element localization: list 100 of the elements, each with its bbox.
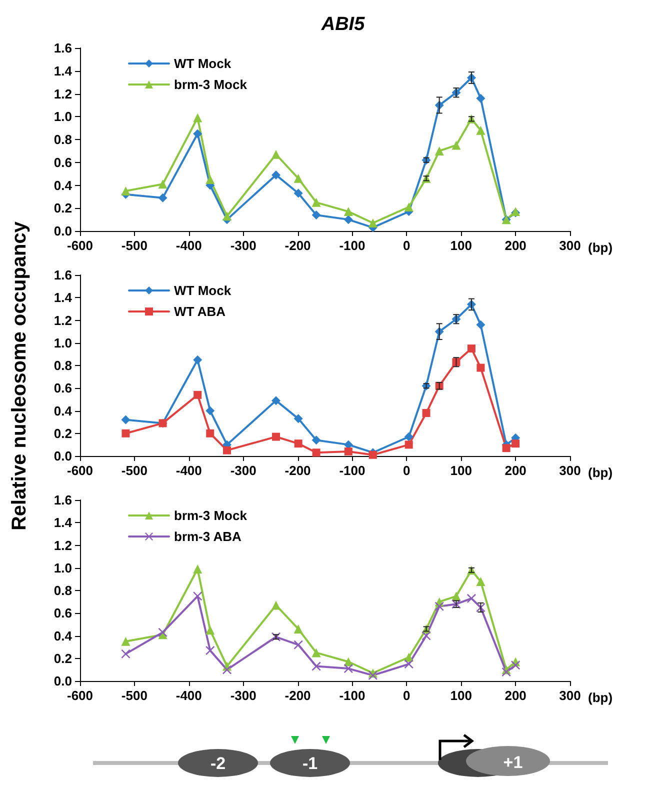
point	[206, 175, 215, 184]
x-tick-label: -500	[121, 463, 148, 478]
x-tick-label: -100	[339, 463, 366, 478]
y-tick-label: 0.0	[54, 674, 72, 688]
x-tick-label: -500	[121, 238, 148, 253]
x-tick-label: 200	[504, 463, 526, 478]
point	[294, 640, 303, 650]
y-tick-label: 1.0	[54, 109, 72, 124]
point	[467, 344, 476, 353]
point	[312, 448, 320, 457]
y-tick-label: 0.0	[54, 224, 72, 238]
point	[404, 202, 414, 212]
x-tick-label: -300	[230, 463, 256, 478]
point	[158, 193, 168, 202]
y-tick-label: 0.6	[54, 380, 72, 396]
y-tick-label: 0.2	[54, 200, 72, 216]
point	[272, 150, 280, 159]
y-tick-label: 1.6	[54, 268, 72, 282]
x-tick-label: 300	[559, 688, 581, 703]
x-tick-label: -300	[230, 688, 256, 703]
legend-label: WT Mock	[174, 283, 232, 298]
point	[272, 396, 280, 406]
point	[312, 198, 321, 207]
point	[158, 628, 168, 637]
y-tick-label: 1.2	[54, 312, 72, 328]
y-tick-label: 0.6	[54, 154, 72, 170]
y-tick-label: 0.4	[54, 178, 73, 193]
point	[294, 174, 303, 183]
point	[512, 440, 520, 448]
point	[193, 129, 202, 138]
point	[193, 355, 202, 364]
y-tick-label: 1.4	[54, 63, 73, 78]
y-tick-label: 1.2	[54, 86, 72, 102]
y-tick-label: 0.8	[54, 358, 72, 373]
point	[368, 450, 377, 459]
x-tick-label: 100	[450, 238, 472, 253]
x-tick-label: 200	[504, 238, 526, 253]
x-axis-title: (bp)	[588, 690, 613, 705]
x-axis-title: (bp)	[588, 240, 613, 255]
legend-label: brm-3 Mock	[174, 77, 248, 92]
text: -1	[302, 754, 318, 773]
legend-label: WT ABA	[174, 304, 226, 319]
point	[206, 429, 214, 438]
point	[294, 188, 303, 198]
point	[502, 444, 510, 452]
legend-label: brm-3 ABA	[174, 529, 242, 544]
legend-label: brm-3 Mock	[174, 508, 248, 523]
point	[368, 218, 378, 228]
point	[222, 665, 232, 674]
y-tick-label: 0.6	[54, 606, 72, 621]
x-tick-label: -500	[121, 688, 148, 703]
x-tick-label: -600	[66, 688, 94, 703]
point	[466, 594, 476, 603]
point	[206, 406, 215, 416]
point	[344, 215, 353, 224]
y-tick-label: 0.4	[54, 403, 73, 418]
point	[294, 414, 303, 424]
point	[223, 446, 231, 454]
point	[344, 207, 353, 216]
chart-title: ABI5	[320, 14, 366, 35]
point	[158, 180, 168, 189]
x-tick-label: 300	[559, 463, 581, 478]
point	[476, 576, 486, 586]
y-tick-label: 1.0	[54, 335, 72, 350]
x-tick-label: -200	[284, 463, 311, 478]
x-tick-label: -200	[284, 238, 311, 253]
point	[222, 212, 232, 221]
point	[294, 624, 303, 634]
point	[434, 146, 444, 156]
y-tick-label: 1.6	[54, 492, 72, 508]
point	[422, 409, 430, 418]
point	[121, 415, 130, 424]
point	[511, 660, 520, 670]
y-tick-label: 0.4	[54, 628, 73, 644]
point	[476, 320, 486, 330]
point	[476, 126, 486, 135]
point	[206, 646, 215, 655]
point	[452, 140, 461, 150]
legend-label: WT Mock	[174, 56, 232, 71]
point	[434, 602, 444, 611]
x-tick-label: 100	[450, 688, 472, 703]
point	[404, 660, 414, 669]
y-tick-label: 0.8	[54, 132, 72, 147]
x-tick-label: 200	[504, 688, 526, 703]
y-tick-label: 1.4	[54, 290, 73, 306]
x-tick-label: 0	[403, 688, 410, 703]
x-tick-label: -400	[176, 238, 202, 253]
point	[193, 564, 202, 574]
x-tick-label: -100	[339, 688, 366, 703]
y-tick-label: 0.2	[54, 426, 72, 441]
point	[344, 664, 353, 674]
point	[272, 170, 280, 180]
point	[404, 440, 413, 449]
y-tick-label: 1.2	[54, 538, 72, 553]
x-tick-label: -400	[176, 688, 202, 703]
x-tick-label: -600	[66, 463, 94, 478]
point	[344, 447, 352, 456]
point	[312, 436, 321, 445]
point	[194, 390, 202, 399]
point	[122, 429, 130, 438]
